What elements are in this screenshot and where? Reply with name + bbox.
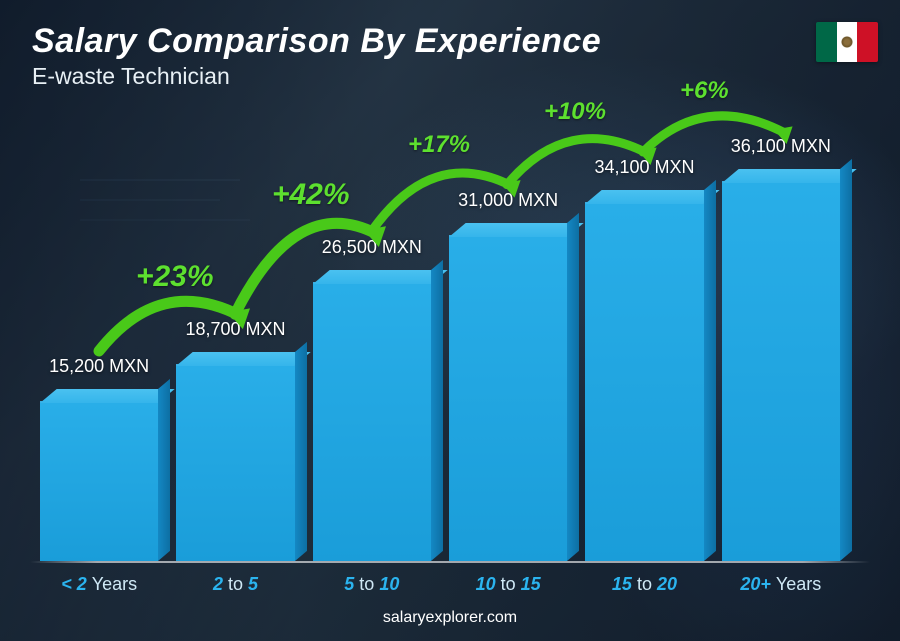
pct-increase-label: +6%: [680, 77, 729, 105]
header: Salary Comparison By Experience E-waste …: [32, 22, 601, 90]
bar-value-label: 18,700 MXN: [185, 319, 285, 340]
flag-stripe-red: [857, 22, 878, 62]
pct-increase-label: +10%: [544, 98, 606, 126]
bar-group: 36,100 MXN20+ Years: [722, 181, 840, 561]
page-title: Salary Comparison By Experience: [32, 22, 601, 61]
bar-group: 18,700 MXN2 to 5: [176, 364, 294, 561]
x-axis-label: 2 to 5: [213, 574, 258, 595]
pct-increase-label: +42%: [272, 178, 350, 212]
bar-value-label: 26,500 MXN: [322, 237, 422, 258]
bar-group: 31,000 MXN10 to 15: [449, 235, 567, 561]
bar-value-label: 36,100 MXN: [731, 136, 831, 157]
bar: [722, 181, 840, 561]
footer-attribution: salaryexplorer.com: [0, 609, 900, 627]
bar: [40, 401, 158, 561]
bar-value-label: 31,000 MXN: [458, 190, 558, 211]
bar-group: 26,500 MXN5 to 10: [313, 282, 431, 561]
pct-increase-label: +17%: [408, 131, 470, 159]
flag-stripe-white: [837, 22, 858, 62]
bar: [449, 235, 567, 561]
flag-emblem: [841, 36, 853, 48]
bar-value-label: 34,100 MXN: [594, 157, 694, 178]
x-axis-label: 5 to 10: [344, 574, 399, 595]
bar: [585, 202, 703, 561]
pct-increase-label: +23%: [136, 260, 214, 294]
bar-chart: 15,200 MXN< 2 Years18,700 MXN2 to 526,50…: [40, 111, 840, 561]
bar: [176, 364, 294, 561]
bar: [313, 282, 431, 561]
flag-stripe-green: [816, 22, 837, 62]
x-axis-label: 10 to 15: [476, 574, 541, 595]
bar-value-label: 15,200 MXN: [49, 356, 149, 377]
x-axis-label: 15 to 20: [612, 574, 677, 595]
bar-group: 15,200 MXN< 2 Years: [40, 401, 158, 561]
bars-container: 15,200 MXN< 2 Years18,700 MXN2 to 526,50…: [40, 111, 840, 561]
x-axis-label: < 2 Years: [61, 574, 137, 595]
bar-group: 34,100 MXN15 to 20: [585, 202, 703, 561]
page-subtitle: E-waste Technician: [32, 63, 601, 90]
country-flag-mexico: [816, 22, 878, 62]
x-axis-label: 20+ Years: [740, 574, 821, 595]
chart-baseline: [30, 561, 870, 563]
